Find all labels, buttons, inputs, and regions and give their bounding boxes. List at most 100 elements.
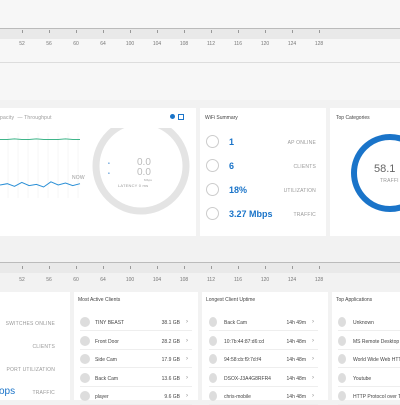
- row-name: Unknown: [353, 320, 374, 326]
- row-icon: [338, 335, 346, 346]
- channel-label: 52: [19, 277, 25, 283]
- row-name: Youtube: [353, 375, 372, 382]
- channel-label: 52: [19, 41, 25, 47]
- row-icon: [206, 135, 219, 148]
- row-icon: [206, 207, 219, 220]
- row-value: 6: [229, 161, 235, 171]
- now-label: NOW: [72, 175, 85, 181]
- channel-label: 128: [314, 41, 324, 47]
- row-name: Side Cam: [95, 357, 117, 363]
- row-icon: [338, 354, 346, 364]
- row-name: Front Door: [95, 338, 119, 345]
- latency-value: 0 ms: [138, 183, 149, 188]
- ruler-tick: [22, 266, 23, 269]
- row-value: 14h 48m: [286, 357, 306, 363]
- ruler-band: [0, 28, 400, 39]
- channel-label: 56: [46, 41, 52, 47]
- row-name: 94:58:cb:f9:7d:f4: [224, 357, 262, 363]
- donut-label: TRAFFI: [380, 178, 399, 184]
- ruler-tick: [238, 266, 239, 269]
- row-name: player: [95, 394, 109, 400]
- channel-label: 104: [152, 277, 162, 283]
- expand-icon[interactable]: [178, 114, 184, 120]
- uptime-panel: [202, 292, 328, 400]
- ruler-tick: [157, 266, 158, 269]
- row-icon: [209, 391, 217, 401]
- unit: Mbps: [144, 178, 153, 182]
- row-icon: [209, 335, 217, 346]
- row-divider: [80, 385, 192, 387]
- row-value: 17.9 GB: [161, 357, 180, 363]
- row-icon: [209, 372, 217, 383]
- row-value: 9.6 GB: [164, 394, 180, 400]
- channel-label: 116: [234, 277, 242, 283]
- row-value: 38.1 GB: [161, 320, 180, 326]
- row-icon: [206, 159, 219, 172]
- row-divider: [80, 367, 192, 368]
- ruler-tick: [265, 266, 266, 269]
- row-icon: [80, 354, 90, 364]
- channel-label: 108: [179, 41, 189, 47]
- legend-item: pacity: [0, 115, 15, 121]
- row-label: UTILIZATION: [283, 188, 316, 194]
- row-name: World Wide Web HTTP: [353, 357, 400, 363]
- ruler-tick: [22, 30, 23, 33]
- row-label: TRAFFIC: [293, 212, 316, 218]
- row-icon: [338, 372, 346, 383]
- ruler-tick: [49, 30, 50, 33]
- row-icon: [80, 391, 90, 401]
- row-icon: [338, 391, 346, 401]
- row-name: TINY BEAST: [95, 320, 125, 326]
- row-label: CLIENTS: [32, 344, 55, 350]
- row-icon: [80, 317, 90, 327]
- channel-label: 56: [46, 277, 52, 283]
- ruler-tick: [130, 30, 131, 33]
- ruler-tick: [76, 30, 77, 33]
- ruler-tick: [292, 30, 293, 33]
- row-icon: [209, 317, 217, 327]
- ruler-tick: [130, 266, 131, 269]
- panel-title: Longest Client Uptime: [206, 297, 256, 303]
- capacity-line: [0, 138, 80, 140]
- ruler-tick: [103, 266, 104, 269]
- settings-icon[interactable]: [170, 114, 175, 119]
- divider: [0, 62, 400, 63]
- row-name: 10:7b:44:87:d6:cd: [224, 338, 265, 345]
- row-divider: [209, 385, 318, 387]
- row-divider: [338, 330, 400, 331]
- row-divider: [209, 367, 318, 368]
- row-value: 28.2 GB: [161, 338, 180, 345]
- panel-title: Top Categories: [336, 115, 370, 121]
- ruler-tick: [103, 30, 104, 33]
- chevron: ›: [312, 393, 314, 399]
- row-value: 1: [229, 137, 235, 147]
- panel-title: WiFi Summary: [205, 115, 238, 121]
- row-value: 3.27 Mbps: [229, 209, 273, 219]
- chevron: ›: [312, 356, 314, 362]
- ruler-tick: [292, 266, 293, 269]
- channel-label: 100: [125, 41, 135, 47]
- row-value: 14h 48m: [286, 338, 306, 345]
- ruler-band: [0, 262, 400, 273]
- channel-label: 108: [179, 277, 189, 283]
- row-divider: [209, 330, 318, 331]
- download-value: 0.0: [137, 157, 151, 168]
- chevron: ›: [312, 337, 314, 344]
- ruler-tick: [184, 266, 185, 269]
- row-label: AP ONLINE: [287, 140, 316, 146]
- latency-label: LATENCY: [118, 183, 138, 188]
- row-divider: [338, 348, 400, 350]
- row-name: MS Remote Desktop Pro: [353, 338, 400, 345]
- row-name: chris-mobile: [224, 394, 251, 400]
- traffic-value: ops: [0, 386, 16, 397]
- ruler-tick: [157, 30, 158, 33]
- apps-panel: [332, 292, 400, 400]
- wifi-panel: [200, 108, 326, 236]
- row-value: 14h 48m: [286, 375, 306, 382]
- donut-value: 58.1: [374, 163, 396, 175]
- switch-panel: [0, 292, 70, 400]
- clients-panel: [74, 292, 198, 400]
- row-label: SWITCHES ONLINE: [5, 321, 55, 327]
- chevron: ›: [312, 319, 314, 325]
- throughput-line: [0, 181, 81, 188]
